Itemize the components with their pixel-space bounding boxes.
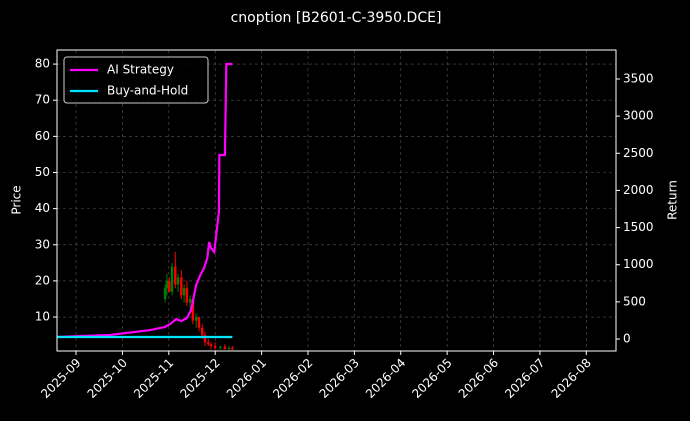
y-tick-label: 10 (35, 310, 50, 324)
candle-body (191, 298, 195, 321)
x-tick-label: 2025-09 (38, 356, 83, 401)
candle-body (223, 346, 227, 349)
candle-body (201, 327, 204, 336)
candle-body (165, 280, 169, 289)
y-tick-label: 70 (35, 93, 50, 107)
y2-tick-label: 2500 (623, 146, 654, 160)
x-tick-label: 2026-04 (363, 356, 408, 401)
x-tick-label: 2025-10 (85, 356, 130, 401)
y2-tick-label: 2000 (623, 183, 654, 197)
y2-axis-label: Return (666, 180, 680, 220)
y2-tick-label: 1000 (623, 257, 654, 271)
x-tick-label: 2026-01 (224, 356, 269, 401)
y2-tick-label: 1500 (623, 220, 654, 234)
candle-body (219, 346, 222, 348)
y-tick-label: 60 (35, 129, 50, 143)
candle-body (197, 317, 201, 328)
candle-body (182, 288, 186, 296)
candle-body (227, 347, 231, 349)
candle-body (209, 344, 213, 346)
candle-body (176, 277, 180, 285)
y-axis-label: Price (10, 185, 24, 214)
chart-title: cnoption [B2601-C-3950.DCE] (231, 10, 442, 26)
x-tick-label: 2026-02 (270, 356, 315, 401)
y-tick-label: 80 (35, 57, 50, 71)
y2-tick-label: 3500 (623, 71, 654, 85)
legend-label: Buy-and-Hold (107, 84, 188, 98)
x-tick-label: 2026-06 (456, 356, 501, 401)
candle-body (170, 266, 174, 292)
y2-tick-label: 0 (623, 332, 631, 346)
x-tick-label: 2025-11 (131, 356, 176, 401)
y2-tick-label: 3000 (623, 109, 654, 123)
x-tick-label: 2026-05 (409, 356, 454, 401)
candle-body (207, 342, 210, 345)
y-tick-label: 20 (35, 273, 50, 287)
x-tick-label: 2025-12 (177, 356, 222, 401)
y-tick-label: 40 (35, 201, 50, 215)
candle-body (185, 288, 189, 303)
candle-body (188, 298, 192, 303)
candle-body (168, 280, 171, 292)
x-tick-label: 2026-03 (317, 356, 362, 401)
y-tick-label: 50 (35, 165, 50, 179)
candle-body (174, 266, 177, 285)
candle-body (180, 277, 183, 296)
candle-body (203, 335, 207, 343)
legend-label: AI Strategy (107, 63, 174, 77)
legend-box (63, 56, 209, 104)
y-tick-label: 30 (35, 237, 50, 251)
candle-body (194, 317, 198, 321)
candle-body (163, 288, 167, 299)
candle-body (231, 347, 234, 350)
line-series (56, 62, 233, 339)
candle-body (213, 345, 217, 348)
x-tick-label: 2026-07 (502, 356, 547, 401)
x-tick-label: 2026-08 (549, 356, 594, 401)
plot-frame (56, 49, 617, 352)
y2-tick-label: 500 (623, 294, 646, 308)
